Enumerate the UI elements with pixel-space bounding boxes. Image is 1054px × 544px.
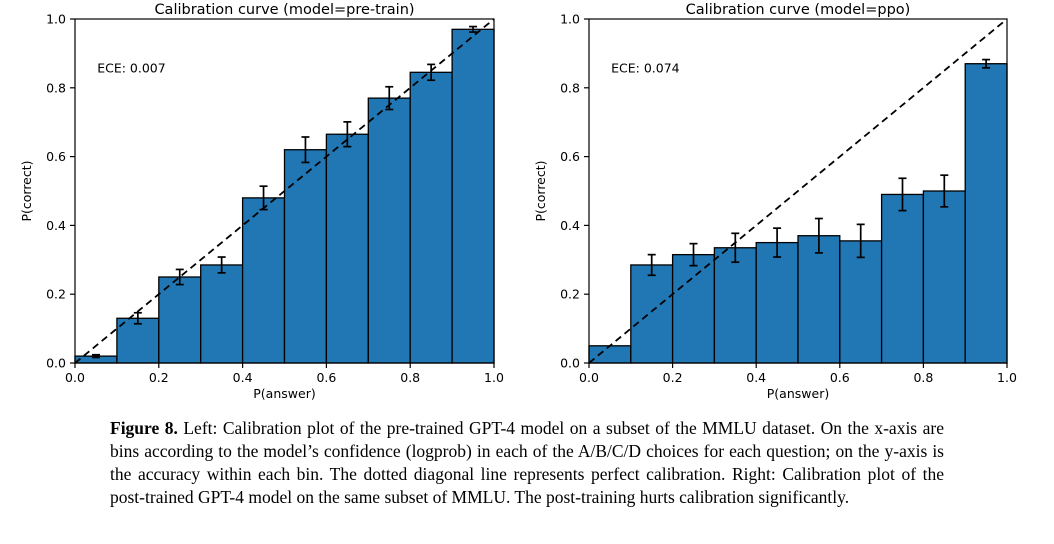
bar-bin-5 [283, 149, 328, 364]
y-tick-label-1: 0.2 [560, 287, 580, 302]
x-axis-label: P(answer) [767, 386, 829, 401]
calibration-chart-ppo: 0.0 0.2 0.4 0.6 0.8 1.0 0.0 0.2 0.4 0.6 0.8 1.0 Cali… [533, 2, 1017, 401]
charts-row: 0.0 0.2 0.4 0.6 0.8 1.0 0.0 0.2 0.4 0.6 0.8 1.0 Cali… [19, 2, 1017, 401]
y-tick-label-1: 0.2 [46, 287, 66, 302]
chart-title: Calibration curve (model=ppo) [686, 2, 911, 18]
bar-bin-7 [880, 193, 925, 364]
ece-annotation: ECE: 0.007 [97, 60, 166, 75]
x-tick-label-3: 0.6 [830, 370, 850, 385]
y-axis-label: P(correct) [533, 160, 548, 221]
figure-caption-label: Figure 8. [110, 418, 178, 438]
bar-bin-4 [755, 241, 799, 364]
bar-bin-6 [325, 133, 369, 364]
x-tick-label-3: 0.6 [316, 370, 336, 385]
x-tick-label-2: 0.4 [746, 370, 766, 385]
y-tick-label-3: 0.6 [560, 149, 580, 164]
bar-bin-1 [630, 264, 674, 364]
x-tick-label-1: 0.2 [149, 370, 169, 385]
plot-border [74, 18, 495, 364]
y-tick-label-0: 0.0 [46, 356, 66, 371]
calibration-chart-pretrain: 0.0 0.2 0.4 0.6 0.8 1.0 0.0 0.2 0.4 0.6 0.8 1.0 Cali… [19, 2, 504, 401]
x-tick-label-1: 0.2 [663, 370, 683, 385]
x-tick-label-0: 0.0 [65, 370, 85, 385]
bar-bin-6 [839, 240, 883, 364]
x-tick-label-4: 0.8 [913, 370, 933, 385]
y-tick-label-5: 1.0 [46, 12, 66, 27]
x-tick-label-4: 0.8 [400, 370, 420, 385]
x-tick-label-5: 1.0 [484, 370, 504, 385]
bar-bin-7 [367, 97, 411, 364]
x-tick-label-5: 1.0 [997, 370, 1017, 385]
plot-border [588, 18, 1008, 364]
perfect-calibration-line [588, 18, 1008, 364]
bar-bin-8 [922, 190, 966, 364]
bar-bin-5 [797, 235, 841, 364]
x-tick-label-0: 0.0 [579, 370, 599, 385]
y-tick-label-5: 1.0 [560, 12, 580, 27]
chart-title: Calibration curve (model=pre-train) [154, 2, 414, 18]
x-axis-label: P(answer) [253, 386, 315, 401]
ece-annotation: ECE: 0.074 [611, 60, 680, 75]
bar-bin-4 [241, 197, 286, 364]
x-tick-label-2: 0.4 [233, 370, 253, 385]
y-tick-label-2: 0.4 [46, 218, 66, 233]
y-tick-label-4: 0.8 [560, 80, 580, 95]
bar-bin-2 [671, 253, 716, 364]
bar-bin-1 [116, 317, 160, 364]
bar-bin-3 [713, 247, 757, 364]
perfect-calibration-line [74, 18, 495, 364]
bar-bin-9 [964, 63, 1008, 364]
y-tick-label-4: 0.8 [46, 80, 66, 95]
bar-bin-3 [200, 264, 244, 364]
bar-bin-9 [451, 28, 495, 364]
bar-bin-8 [409, 71, 453, 364]
bar-bin-0 [588, 345, 632, 364]
y-tick-label-0: 0.0 [560, 356, 580, 371]
y-axis-label: P(correct) [19, 160, 34, 221]
y-tick-label-2: 0.4 [560, 218, 580, 233]
figure-caption-text: Left: Calibration plot of the pre-traine… [110, 418, 944, 507]
figure-caption: Figure 8. Left: Calibration plot of the … [110, 417, 944, 509]
y-tick-label-3: 0.6 [46, 149, 66, 164]
